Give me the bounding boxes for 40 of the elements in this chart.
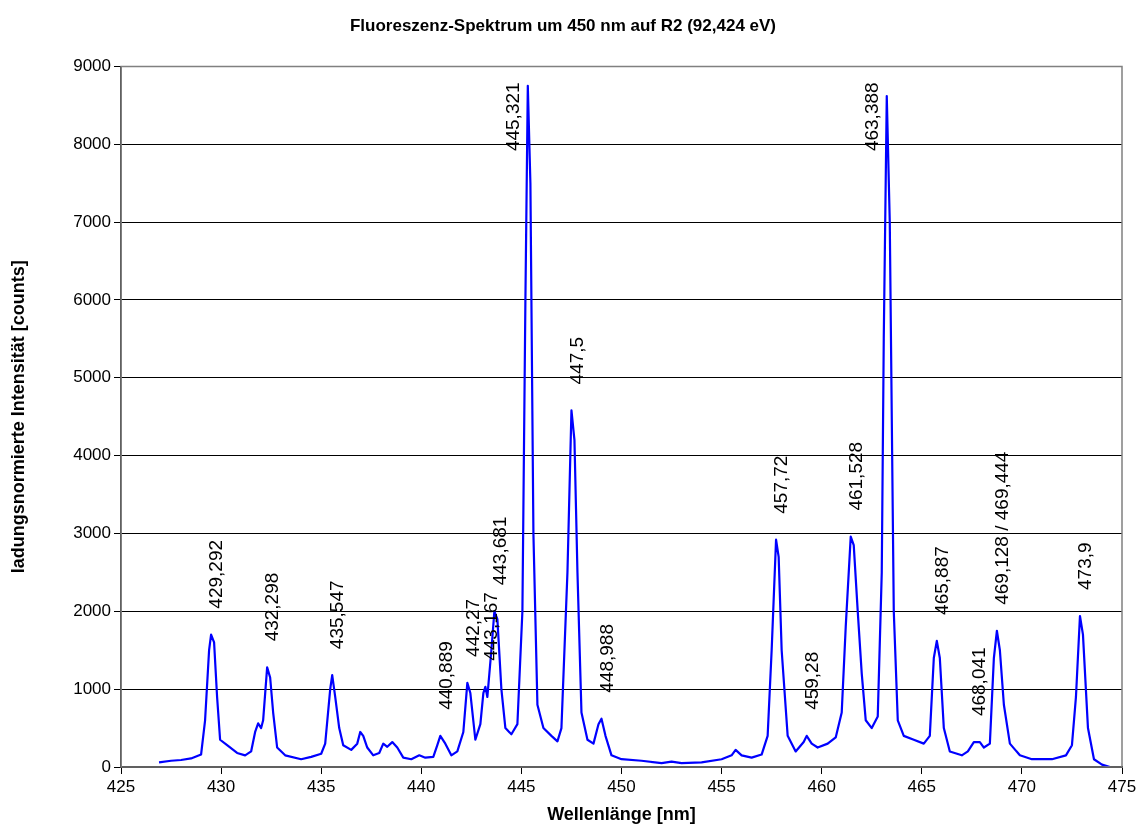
annotation: 459,28 <box>800 651 822 710</box>
y-tick-label: 2000 <box>73 601 111 620</box>
x-tick-label: 450 <box>607 776 636 796</box>
annotation: 463,388 <box>861 82 882 152</box>
y-tick-label: 4000 <box>73 445 111 465</box>
annotation: 442,27 <box>461 598 483 657</box>
annotation: 445,321 <box>502 82 524 152</box>
annotation: 457,72 <box>770 455 792 514</box>
chart-title: Fluoreszenz-Spektrum um 450 nm auf R2 (92,424 eV) <box>349 15 777 35</box>
y-tick-label: 9000 <box>73 56 111 76</box>
y-tick-label: 7000 <box>73 211 111 231</box>
annotation: 443,681 <box>488 516 510 586</box>
y-tick-label: 5000 <box>73 367 111 387</box>
x-tick-label: 430 <box>206 776 236 796</box>
annotation: 473,9 <box>1074 542 1096 590</box>
annotation: 440,889 <box>434 641 456 710</box>
x-axis-title: Wellenlänge [nm] <box>547 804 696 825</box>
annotation: 469,128 / 469,444 <box>991 451 1013 605</box>
y-tick-label: 1000 <box>73 678 111 698</box>
x-tick-label: 470 <box>1007 776 1037 796</box>
y-tick-label: 3000 <box>73 523 111 543</box>
y-tick-label: 8000 <box>73 133 111 153</box>
y-axis-title: ladungsnormierte Intensität [counts] <box>7 260 28 574</box>
annotation: 465,887 <box>931 546 953 615</box>
x-tick-label: 475 <box>1107 776 1137 796</box>
x-tick-label: 440 <box>407 776 436 796</box>
x-tick-label: 460 <box>807 776 836 796</box>
x-tick-label: 465 <box>907 776 936 796</box>
y-tick-label: 6000 <box>73 289 111 309</box>
x-tick-label: 445 <box>507 776 536 796</box>
x-tick-label: 425 <box>106 776 136 796</box>
x-tick-label: 455 <box>707 776 736 796</box>
annotation: 448,988 <box>595 624 617 693</box>
y-tick-label: 0 <box>101 756 111 776</box>
annotation: 429,292 <box>205 539 227 609</box>
annotation: 461,528 <box>844 441 866 511</box>
annotation: 432,298 <box>261 572 283 642</box>
annotation: 468,041 <box>968 647 990 717</box>
annotation: 435,547 <box>326 580 348 650</box>
x-tick-label: 435 <box>307 776 336 796</box>
